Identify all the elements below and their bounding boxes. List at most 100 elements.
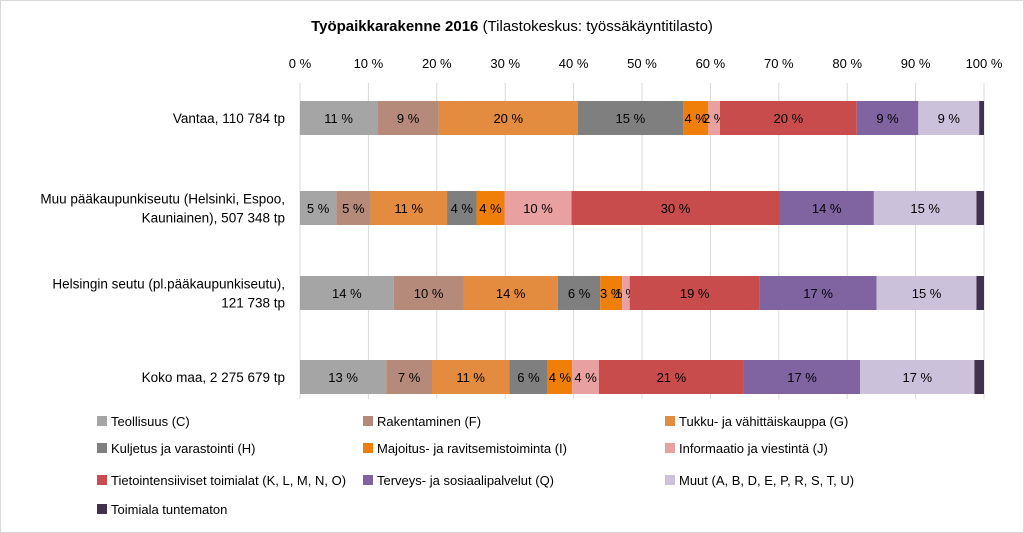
data-label: 4 % xyxy=(479,201,502,216)
bar-segment xyxy=(504,191,572,225)
bar-segment xyxy=(876,276,977,310)
bar-segment xyxy=(463,276,558,310)
legend-swatch xyxy=(665,443,675,453)
y-category-label: Muu pääkaupunkiseutu (Helsinki, Espoo, Ka… xyxy=(40,192,285,226)
chart-title-main: Työpaikkarakenne 2016 xyxy=(311,18,478,35)
bar-segment xyxy=(976,191,984,225)
x-tick-label: 80 % xyxy=(832,56,862,71)
data-label: 6 % xyxy=(568,286,591,301)
bar-segment xyxy=(918,101,980,135)
bar-segment xyxy=(300,191,337,225)
bar-segment xyxy=(600,276,623,310)
bar-segment xyxy=(577,101,684,135)
data-label: 7 % xyxy=(398,370,421,385)
x-tick-label: 0 % xyxy=(289,56,312,71)
bar-segment xyxy=(447,191,477,225)
data-label: 15 % xyxy=(912,286,942,301)
data-label: 3 % xyxy=(600,286,623,301)
bar-segment xyxy=(557,276,601,310)
bar-segment xyxy=(976,276,984,310)
legend-swatch xyxy=(363,475,373,485)
data-label: 15 % xyxy=(616,111,646,126)
gridlines xyxy=(299,83,985,399)
bar-segment xyxy=(300,360,387,394)
bar-segment xyxy=(683,101,709,135)
bar-segment xyxy=(860,360,975,394)
legend-swatch xyxy=(97,475,107,485)
bar-segment xyxy=(974,360,984,394)
bar-segment xyxy=(759,276,877,310)
data-label: 9 % xyxy=(397,111,420,126)
bar-segment xyxy=(571,191,780,225)
bar-segment xyxy=(386,360,433,394)
x-tick-label: 40 % xyxy=(559,56,589,71)
bar-segment xyxy=(719,101,857,135)
bar-segment xyxy=(708,101,720,135)
legend-label: Majoitus- ja ravitsemistoiminta (I) xyxy=(377,441,567,456)
bar-segment xyxy=(438,101,578,135)
legend-swatch xyxy=(97,416,107,426)
bar-segment xyxy=(509,360,548,394)
bar-segment xyxy=(336,191,371,225)
bar-segment xyxy=(873,191,977,225)
y-category-label: Koko maa, 2 275 679 tp xyxy=(142,370,285,385)
bar-segment xyxy=(629,276,760,310)
bar-segment xyxy=(622,276,630,310)
bar-segment xyxy=(743,360,861,394)
data-label: 14 % xyxy=(332,286,362,301)
data-label: 9 % xyxy=(876,111,899,126)
data-label: 4 % xyxy=(684,111,707,126)
legend-label: Rakentaminen (F) xyxy=(377,414,481,429)
y-category-label: Vantaa, 110 784 tp xyxy=(173,111,285,126)
bar-segment xyxy=(300,276,394,310)
y-axis-labels: Vantaa, 110 784 tp Muu pääkaupunkiseutu (… xyxy=(40,111,285,385)
x-tick-label: 30 % xyxy=(490,56,520,71)
data-label: 13 % xyxy=(328,370,358,385)
data-label: 14 % xyxy=(496,286,526,301)
legend: Teollisuus (C) Rakentaminen (F) Tukku- ja … xyxy=(97,414,854,517)
legend-label: Tukku- ja vähittäiskauppa (G) xyxy=(679,414,848,429)
legend-label: Toimiala tuntematon xyxy=(111,502,227,517)
data-label: 4 % xyxy=(549,370,572,385)
bar-segment xyxy=(377,101,439,135)
data-label: 5 % xyxy=(307,201,330,216)
bar-segment xyxy=(572,360,599,394)
data-label: 20 % xyxy=(493,111,523,126)
data-label: 20 % xyxy=(774,111,804,126)
bar-segment xyxy=(300,101,378,135)
x-axis-ticks: 0 % 10 % 20 % 30 % 40 % 50 % 60 % 70 % 80 % 90 % 1… xyxy=(289,56,1003,71)
legend-label: Teollisuus (C) xyxy=(111,414,190,429)
bar-segment xyxy=(370,191,448,225)
data-label: 4 % xyxy=(574,370,597,385)
bar-segment xyxy=(547,360,573,394)
data-label: 6 % xyxy=(517,370,540,385)
data-label: 30 % xyxy=(661,201,691,216)
y-category-label: Helsingin seutu (pl.pääkaupunkiseutu), 12… xyxy=(52,277,285,311)
bar-segment xyxy=(856,101,919,135)
legend-label: Informaatio ja viestintä (J) xyxy=(679,441,828,456)
bar-segment xyxy=(432,360,510,394)
bar-segment xyxy=(598,360,744,394)
x-tick-label: 70 % xyxy=(764,56,794,71)
data-label: 10 % xyxy=(414,286,444,301)
data-label: 17 % xyxy=(787,370,817,385)
legend-label: Kuljetus ja varastointi (H) xyxy=(111,441,256,456)
bar-segment xyxy=(393,276,464,310)
legend-swatch xyxy=(97,443,107,453)
legend-swatch xyxy=(665,475,675,485)
chart-subtitle: (Tilastokeskus: työssäkäyntitilasto) xyxy=(483,18,713,35)
bar-segment xyxy=(476,191,505,225)
x-tick-label: 100 % xyxy=(966,56,1003,71)
data-label: 21 % xyxy=(657,370,687,385)
legend-swatch xyxy=(97,504,107,514)
x-tick-label: 10 % xyxy=(354,56,384,71)
data-label: 11 % xyxy=(394,201,423,216)
data-label: 15 % xyxy=(910,201,940,216)
legend-swatch xyxy=(665,416,675,426)
legend-label: Muut (A, B, D, E, P, R, S, T, U) xyxy=(679,473,854,488)
data-label: 11 % xyxy=(456,370,485,385)
bar-segment xyxy=(979,101,984,135)
x-tick-label: 20 % xyxy=(422,56,452,71)
